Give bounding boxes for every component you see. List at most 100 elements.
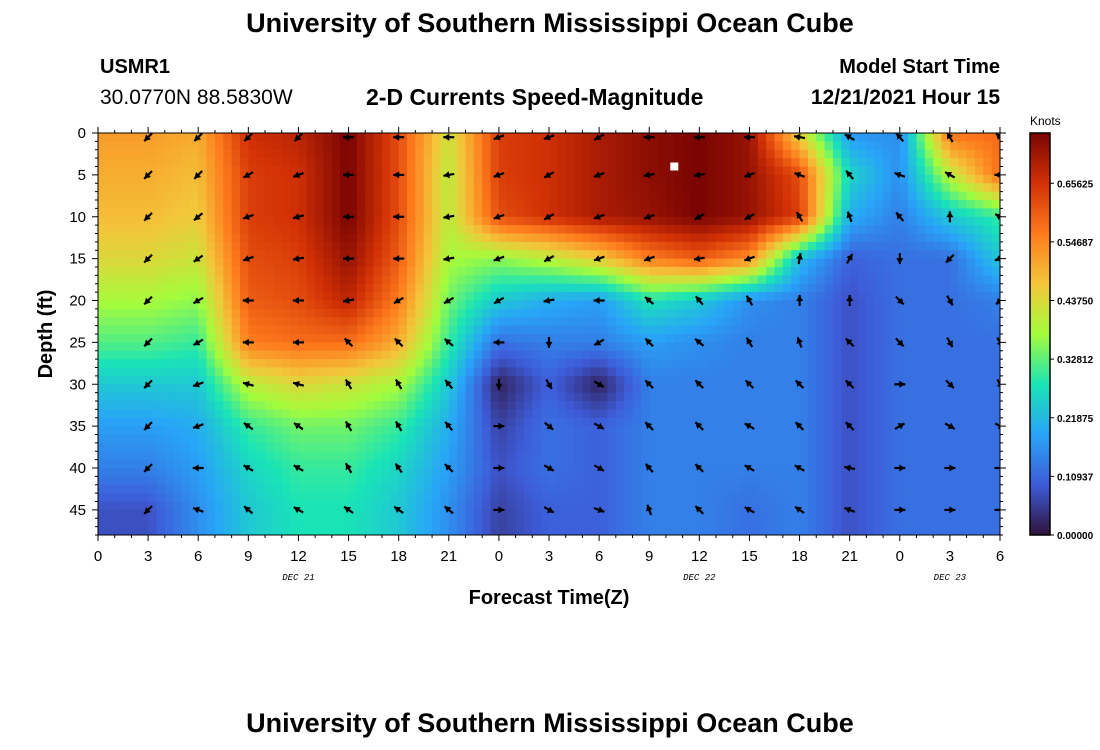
heatmap-cell xyxy=(164,334,174,343)
heatmap-cell xyxy=(574,426,584,436)
heatmap-cell xyxy=(741,334,751,343)
heatmap-cell xyxy=(707,233,717,243)
heatmap-cell xyxy=(398,241,408,251)
heatmap-cell xyxy=(682,484,692,494)
heatmap-cell xyxy=(732,342,742,352)
heatmap-cell xyxy=(665,350,675,360)
heatmap-cell xyxy=(407,476,416,486)
heatmap-cell xyxy=(331,241,341,251)
heatmap-cell xyxy=(390,308,400,318)
heatmap-cell xyxy=(473,493,483,503)
heatmap-cell xyxy=(682,426,692,436)
heatmap-cell xyxy=(440,359,450,369)
heatmap-cell xyxy=(674,183,684,193)
heatmap-cell xyxy=(732,493,742,503)
heatmap-cell xyxy=(883,484,893,494)
heatmap-cell xyxy=(657,417,667,427)
heatmap-cell xyxy=(315,442,325,452)
heatmap-cell xyxy=(331,451,341,461)
heatmap-cell xyxy=(239,367,249,377)
heatmap-cell xyxy=(356,308,366,318)
heatmap-cell xyxy=(665,149,675,159)
heatmap-cell xyxy=(607,233,617,243)
heatmap-cell xyxy=(908,350,918,360)
heatmap-cell xyxy=(340,208,350,218)
heatmap-cell xyxy=(532,283,542,293)
heatmap-cell xyxy=(407,325,416,335)
heatmap-cell xyxy=(699,216,709,226)
heatmap-cell xyxy=(832,300,842,310)
heatmap-cell xyxy=(498,367,508,377)
heatmap-cell xyxy=(507,183,517,193)
heatmap-cell xyxy=(340,476,350,486)
heatmap-cell xyxy=(824,468,834,477)
heatmap-cell xyxy=(983,149,993,159)
heatmap-cell xyxy=(131,459,141,469)
heatmap-cell xyxy=(490,283,500,293)
heatmap-cell xyxy=(649,401,659,410)
heatmap-cell xyxy=(206,401,216,410)
heatmap-cell xyxy=(949,275,959,285)
heatmap-cell xyxy=(198,417,208,427)
heatmap-cell xyxy=(482,484,492,494)
heatmap-cell xyxy=(924,174,934,184)
heatmap-cell xyxy=(799,141,809,151)
heatmap-cell xyxy=(189,191,199,201)
heatmap-cell xyxy=(273,317,283,327)
heatmap-cell xyxy=(156,451,166,461)
heatmap-cell xyxy=(557,292,567,302)
heatmap-cell xyxy=(891,401,901,410)
heatmap-cell xyxy=(148,401,158,410)
heatmap-cell xyxy=(974,476,984,486)
heatmap-cell xyxy=(941,367,951,377)
heatmap-cell xyxy=(123,359,133,369)
heatmap-cell xyxy=(223,401,233,410)
heatmap-cell xyxy=(306,325,316,335)
heatmap-cell xyxy=(365,451,375,461)
heatmap-cell xyxy=(457,250,467,260)
heatmap-cell xyxy=(356,191,366,201)
heatmap-cell xyxy=(816,359,826,369)
heatmap-cell xyxy=(373,250,383,260)
heatmap-cell xyxy=(407,208,416,218)
heatmap-cell xyxy=(373,283,383,293)
heatmap-cell xyxy=(189,208,199,218)
heatmap-cell xyxy=(574,359,584,369)
heatmap-cell xyxy=(390,283,400,293)
heatmap-cell xyxy=(306,267,316,276)
heatmap-cell xyxy=(774,308,784,318)
heatmap-cell xyxy=(148,334,158,343)
heatmap-cell xyxy=(381,451,391,461)
heatmap-cell xyxy=(490,216,500,226)
heatmap-cell xyxy=(523,451,533,461)
heatmap-cell xyxy=(949,258,959,268)
heatmap-cell xyxy=(381,300,391,310)
heatmap-cell xyxy=(824,200,834,209)
heatmap-cell xyxy=(173,476,183,486)
heatmap-cell xyxy=(281,392,291,402)
heatmap-cell xyxy=(908,434,918,444)
heatmap-cell xyxy=(498,283,508,293)
heatmap-cell xyxy=(933,250,943,260)
heatmap-cell xyxy=(248,267,258,276)
heatmap-cell xyxy=(198,158,208,168)
heatmap-cell xyxy=(523,509,533,519)
heatmap-cell xyxy=(891,225,901,235)
heatmap-cell xyxy=(624,216,634,226)
heatmap-cell xyxy=(173,367,183,377)
heatmap-cell xyxy=(331,149,341,159)
heatmap-cell xyxy=(891,334,901,343)
heatmap-cell xyxy=(532,233,542,243)
heatmap-cell xyxy=(941,216,951,226)
heatmap-cell xyxy=(632,191,642,201)
heatmap-cell xyxy=(131,442,141,452)
heatmap-cell xyxy=(348,451,358,461)
heatmap-cell xyxy=(189,267,199,276)
heatmap-cell xyxy=(164,275,174,285)
heatmap-cell xyxy=(415,442,425,452)
heatmap-cell xyxy=(916,258,926,268)
heatmap-cell xyxy=(766,141,776,151)
heatmap-cell xyxy=(657,300,667,310)
heatmap-cell xyxy=(916,200,926,209)
heatmap-cell xyxy=(540,208,550,218)
